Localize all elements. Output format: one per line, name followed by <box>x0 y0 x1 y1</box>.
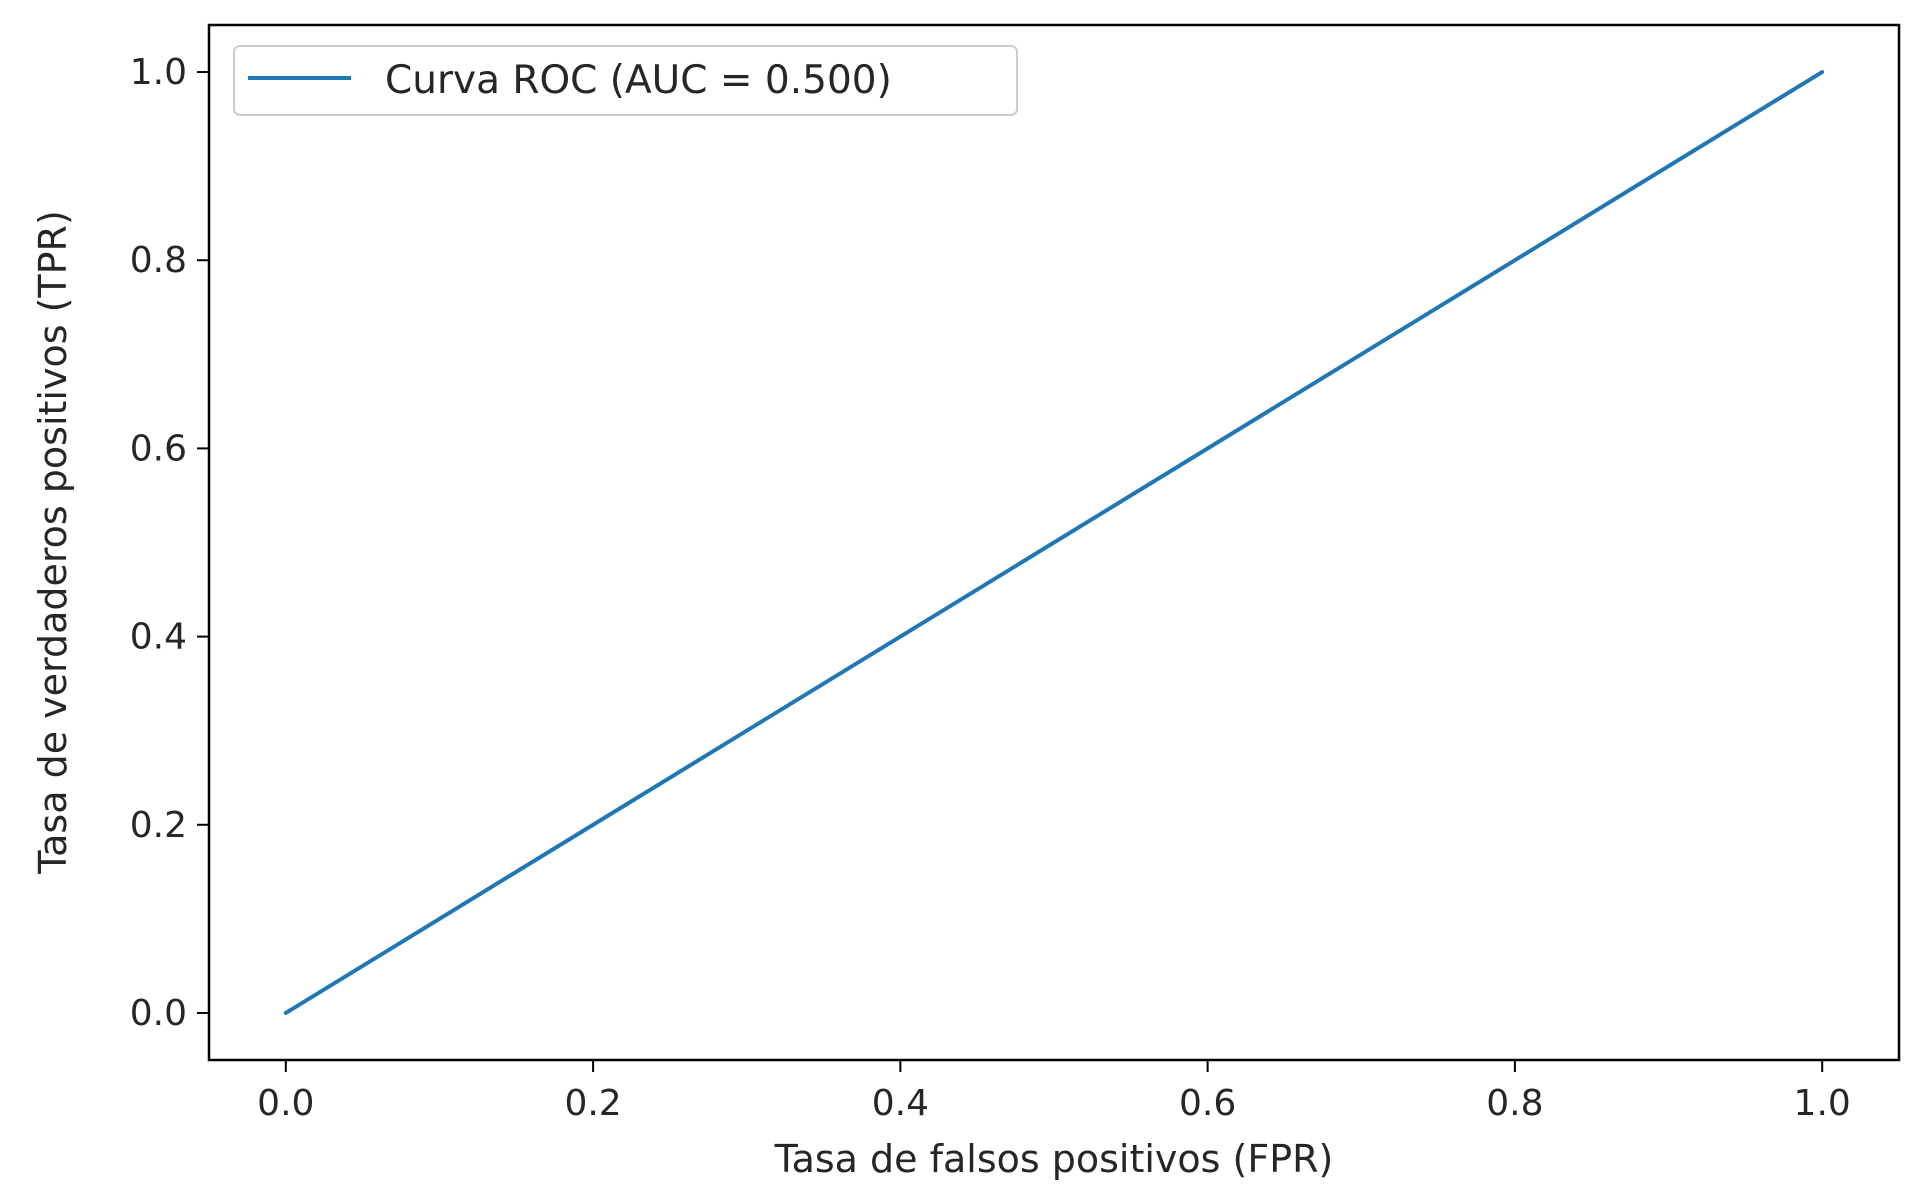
legend-box <box>233 45 1018 116</box>
x-tick-label: 0.2 <box>564 1083 621 1124</box>
x-axis-label: Tasa de falsos positivos (FPR) <box>774 1137 1334 1181</box>
roc-curve-line <box>283 70 1825 1015</box>
legend: Curva ROC (AUC = 0.500) <box>233 45 1018 116</box>
x-tick-label: 0.0 <box>257 1083 314 1124</box>
y-axis-ticks: 0.0 0.2 0.4 0.6 0.8 1.0 <box>130 52 209 1034</box>
x-tick-label: 0.8 <box>1486 1083 1543 1124</box>
series-layer <box>283 70 1825 1015</box>
y-tick-label: 1.0 <box>130 52 187 93</box>
x-axis-ticks: 0.0 0.2 0.4 0.6 0.8 1.0 <box>257 1060 1851 1124</box>
y-tick-label: 0.0 <box>130 993 187 1034</box>
y-tick-label: 0.2 <box>130 805 187 846</box>
y-tick-label: 0.4 <box>130 617 187 658</box>
legend-label: Curva ROC (AUC = 0.500) <box>385 58 892 103</box>
y-tick-label: 0.8 <box>130 240 187 281</box>
x-tick-label: 1.0 <box>1794 1083 1851 1124</box>
x-tick-label: 0.6 <box>1179 1083 1236 1124</box>
x-tick-label: 0.4 <box>872 1083 929 1124</box>
y-tick-label: 0.6 <box>130 428 187 469</box>
y-axis-label: Tasa de verdaderos positivos (TPR) <box>31 210 75 875</box>
